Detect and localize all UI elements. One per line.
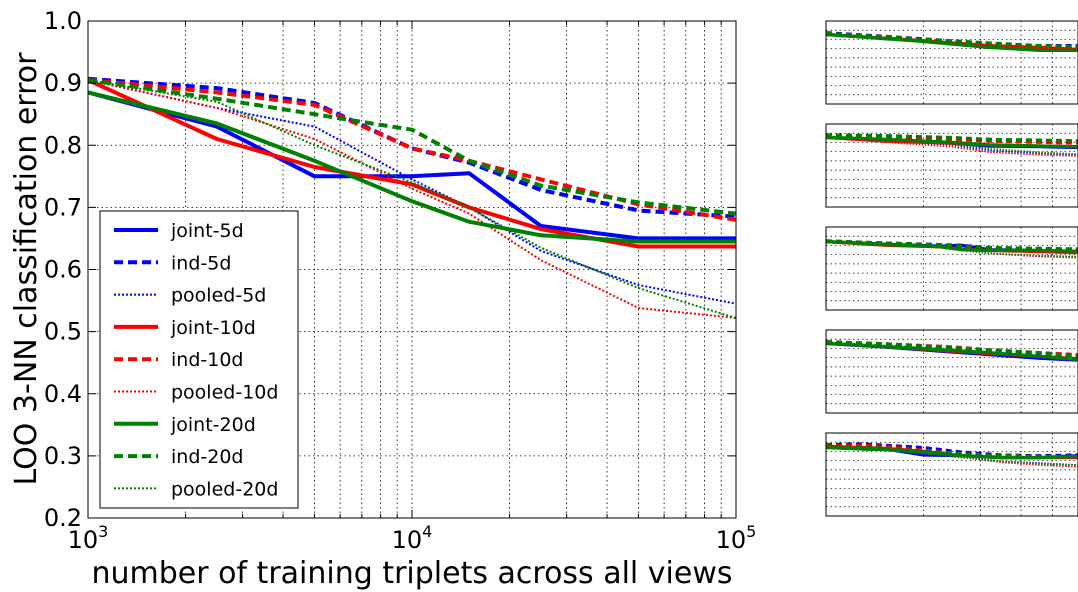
legend-label: joint-10d	[170, 317, 256, 339]
series-line-ind-20d	[88, 78, 736, 216]
main-ticks	[87, 20, 736, 519]
y-tick-label: 0.8	[44, 131, 82, 159]
mini-series-line	[826, 341, 1078, 360]
series-line-pooled-5d	[88, 79, 736, 305]
mini-grid	[826, 330, 1078, 413]
mini-grid	[826, 21, 1078, 104]
legend: joint-5d ind-5d pooled-5d joint-10d ind-10d p…	[99, 210, 299, 509]
mini-panel-2	[825, 123, 1078, 208]
y-tick-label: 0.7	[44, 193, 82, 221]
x-tick-label: 105	[716, 522, 757, 554]
legend-label: joint-5d	[170, 220, 244, 242]
mini-series-line	[826, 444, 1078, 459]
mini-panel-5	[825, 432, 1078, 517]
mini-lines	[826, 442, 1078, 468]
y-axis-title: LOO 3-NN classification error	[9, 52, 44, 486]
x-tick-label-exponent: 3	[98, 522, 108, 541]
mini-series-line	[826, 239, 1078, 251]
mini-panel-frame	[825, 432, 1078, 517]
mini-panel-frame	[825, 226, 1078, 311]
x-tick-label: 104	[392, 522, 433, 554]
mini-series-line	[826, 240, 1078, 258]
main-lines	[88, 76, 736, 319]
x-tick-label-exponent: 4	[422, 522, 432, 541]
mini-panel-1	[825, 20, 1078, 105]
legend-label: joint-20d	[170, 414, 256, 436]
mini-panel-frame	[825, 20, 1078, 105]
mini-series-line	[826, 136, 1078, 157]
mini-lines	[826, 239, 1078, 259]
mini-grid	[826, 433, 1078, 516]
mini-series-line	[826, 133, 1078, 143]
mini-series-line	[826, 136, 1078, 156]
y-tick-label: 1.0	[44, 7, 82, 35]
mini-series-line	[826, 134, 1078, 145]
legend-label: pooled-20d	[171, 478, 278, 500]
mini-series-line	[826, 31, 1078, 49]
mini-panel-4	[825, 329, 1078, 414]
mini-series-line	[826, 446, 1078, 466]
y-tick-label: 0.2	[44, 504, 82, 532]
mini-panel-frame	[825, 329, 1078, 414]
mini-lines	[826, 31, 1078, 53]
mini-series-line	[826, 136, 1078, 155]
series-line-pooled-10d	[88, 79, 736, 319]
x-tick-label-base: 10	[716, 526, 747, 554]
mini-panel-3	[825, 226, 1078, 311]
series-line-pooled-20d	[88, 79, 736, 319]
legend-label: ind-5d	[171, 252, 231, 274]
y-tick-label: 0.3	[44, 442, 82, 470]
y-tick-label: 0.6	[44, 256, 82, 284]
mini-series-line	[826, 135, 1078, 149]
mini-grid	[826, 227, 1078, 310]
legend-label: pooled-10d	[171, 382, 278, 404]
series-line-ind-10d	[88, 78, 736, 222]
x-tick-label-exponent: 5	[746, 522, 756, 541]
side-panels	[825, 20, 1078, 517]
mini-panel-frame	[825, 123, 1078, 208]
y-tick-label: 0.5	[44, 318, 82, 346]
x-tick-label-base: 10	[68, 526, 99, 554]
mini-lines	[826, 340, 1078, 362]
y-tick-label: 0.9	[44, 69, 82, 97]
mini-series-line	[826, 340, 1078, 358]
series-line-joint-5d	[88, 90, 736, 241]
x-tick-label-base: 10	[392, 526, 423, 554]
x-axis-title: number of training triplets across all v…	[91, 556, 732, 591]
x-tick-label: 103	[68, 522, 109, 554]
mini-lines	[826, 133, 1078, 157]
legend-label: pooled-5d	[171, 285, 266, 307]
legend-label: ind-20d	[171, 446, 243, 468]
y-tick-label: 0.4	[44, 380, 82, 408]
legend-label: ind-10d	[171, 349, 243, 371]
mini-series-line	[826, 446, 1078, 460]
mini-series-line	[826, 32, 1078, 53]
series-line-joint-20d	[88, 90, 736, 244]
